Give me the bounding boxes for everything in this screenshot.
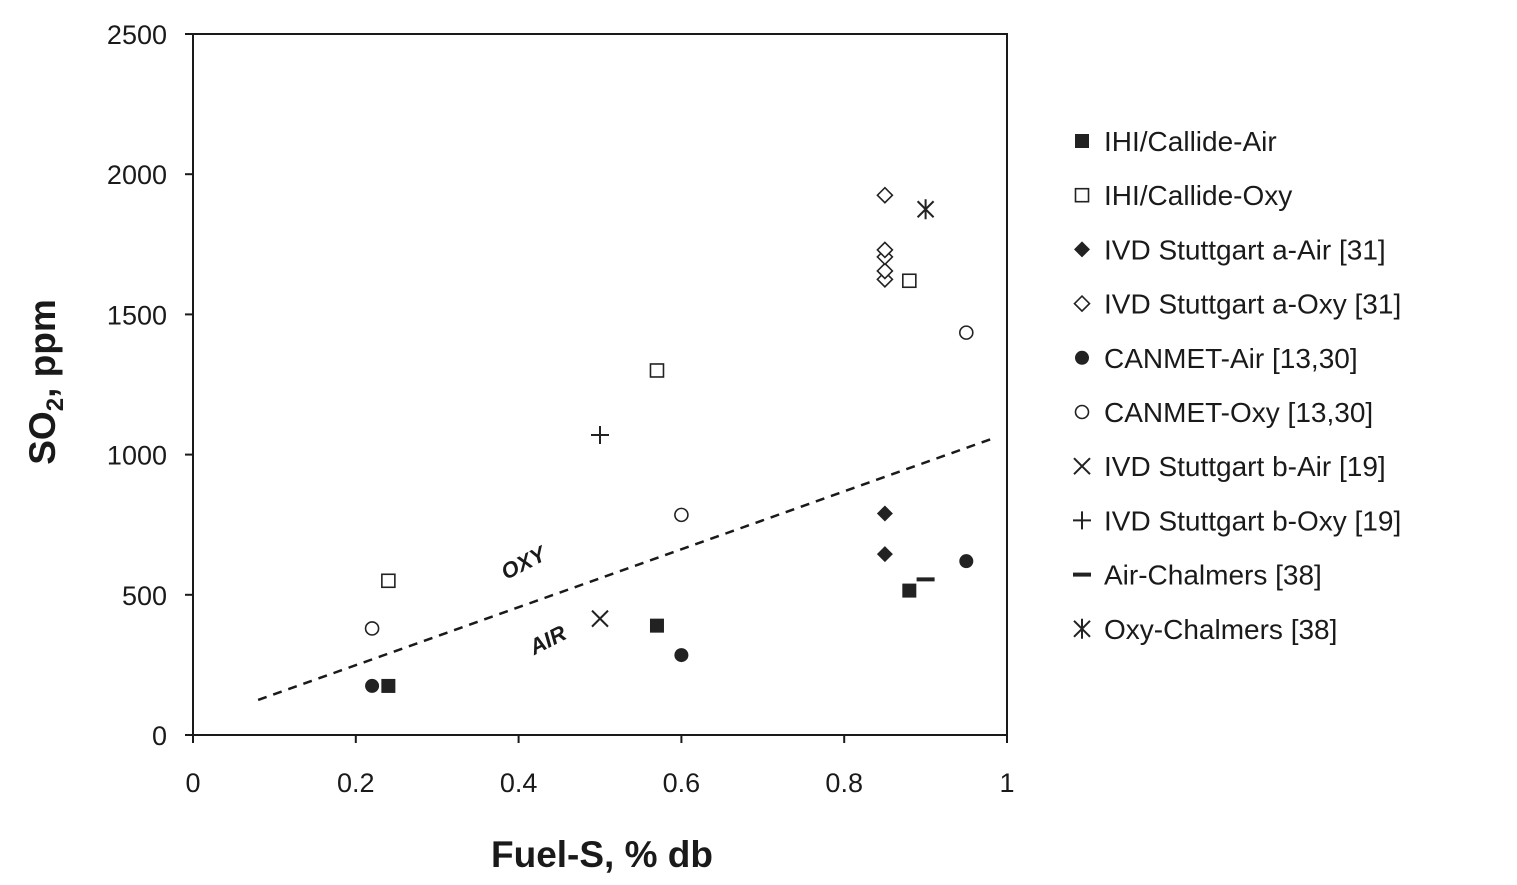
y-tick-label: 1000	[107, 441, 167, 471]
data-point	[876, 262, 894, 280]
y-tick-label: 2000	[107, 160, 167, 190]
x-tick-label: 0	[185, 768, 200, 798]
x-tick-labels: 0 0.2 0.4 0.6 0.8 1	[185, 768, 1014, 798]
legend-marker	[1074, 404, 1090, 420]
legend-marker	[1075, 134, 1089, 148]
data-point	[364, 621, 380, 636]
data-point	[876, 546, 893, 563]
legend-item: IVD Stuttgart b-Oxy [19]	[1073, 505, 1401, 536]
data-point	[876, 241, 894, 259]
data-point	[365, 678, 380, 693]
legend-item: IVD Stuttgart b-Air [19]	[1073, 451, 1386, 482]
data-point	[381, 678, 396, 693]
trendline-layer	[257, 438, 992, 702]
data-point	[649, 363, 665, 378]
legend-label: Oxy-Chalmers [38]	[1104, 614, 1337, 645]
legend-label: Air-Chalmers [38]	[1104, 560, 1322, 591]
data-point	[674, 507, 689, 523]
data-point	[916, 577, 935, 582]
y-axis-title-main: SO	[22, 411, 63, 464]
x-tick-label: 0.8	[825, 768, 863, 798]
data-point	[959, 554, 974, 569]
legend-label: IVD Stuttgart a-Oxy [31]	[1104, 289, 1401, 320]
y-tick-label: 0	[152, 721, 167, 751]
legend-label: IVD Stuttgart b-Oxy [19]	[1104, 505, 1401, 536]
y-tick-label: 1500	[107, 300, 167, 330]
legend-marker	[1075, 350, 1089, 365]
x-tick-label: 1	[999, 768, 1014, 798]
x-tick-label: 0.4	[500, 768, 538, 798]
legend-marker	[1073, 511, 1091, 530]
legend-label: IHI/Callide-Oxy	[1104, 180, 1292, 211]
y-tick-label: 2500	[107, 20, 167, 50]
legend-label: CANMET-Air [13,30]	[1104, 343, 1358, 374]
plot-frame	[192, 33, 1008, 736]
legend-item: Oxy-Chalmers [38]	[1073, 614, 1337, 645]
data-point	[916, 199, 935, 220]
data-point	[591, 609, 609, 628]
data-point	[649, 618, 664, 633]
y-tick-labels: 0 500 1000 1500 2000 2500	[107, 20, 167, 751]
legend-marker	[1074, 241, 1090, 258]
legend-marker	[1074, 187, 1090, 203]
annotation-label: AIR	[524, 620, 570, 660]
y-axis-title-subscript: 2	[42, 398, 69, 411]
annotation-label: OXY	[497, 540, 552, 584]
y-axis-title: SO2, ppm	[22, 299, 69, 465]
legend-label: IVD Stuttgart b-Air [19]	[1104, 451, 1386, 482]
data-point	[591, 425, 609, 444]
legend-label: IVD Stuttgart a-Air [31]	[1104, 234, 1386, 265]
x-tick-label: 0.6	[663, 768, 701, 798]
data-point	[902, 583, 917, 598]
legend-item: IHI/Callide-Oxy	[1074, 180, 1292, 211]
legend-item: IHI/Callide-Air	[1075, 126, 1277, 157]
legend-label: CANMET-Oxy [13,30]	[1104, 397, 1373, 428]
legend-item: Air-Chalmers [38]	[1073, 560, 1322, 591]
annotations: OXY AIR	[497, 540, 570, 660]
legend-marker	[1073, 618, 1091, 639]
data-point	[876, 186, 894, 204]
x-axis-title: Fuel-S, % db	[491, 834, 713, 875]
legend-item: CANMET-Oxy [13,30]	[1074, 397, 1373, 428]
legend-item: IVD Stuttgart a-Oxy [31]	[1073, 289, 1401, 320]
data-point	[674, 648, 689, 663]
axis-ticks	[185, 33, 1008, 743]
data-points	[364, 186, 974, 693]
legend-marker	[1073, 294, 1091, 313]
x-tick-label: 0.2	[337, 768, 375, 798]
legend: IHI/Callide-Air IHI/Callide-Oxy IVD Stuttg…	[1073, 126, 1401, 645]
data-point	[902, 273, 917, 289]
legend-label: IHI/Callide-Air	[1104, 126, 1277, 157]
y-axis-title-rest: , ppm	[22, 299, 63, 398]
legend-item: CANMET-Air [13,30]	[1075, 343, 1358, 374]
legend-marker	[1073, 457, 1091, 475]
data-point	[958, 325, 974, 340]
legend-item: IVD Stuttgart a-Air [31]	[1074, 234, 1386, 265]
y-tick-label: 500	[122, 581, 167, 611]
legend-marker	[1073, 572, 1091, 577]
data-point	[381, 573, 396, 589]
data-point	[876, 505, 893, 522]
trendline	[257, 438, 992, 702]
